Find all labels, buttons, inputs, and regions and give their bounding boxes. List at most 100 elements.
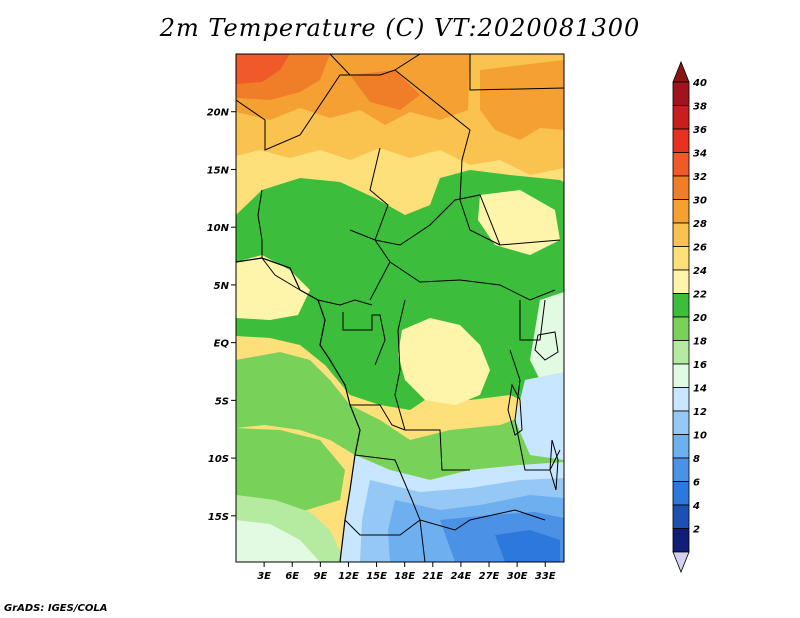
- colorbar-label: 12: [693, 407, 707, 418]
- field-band-24-basin: [398, 318, 490, 405]
- colorbar-swatch: [672, 246, 690, 271]
- lat-tick-label: EQ: [214, 339, 230, 350]
- border-line: [344, 519, 421, 536]
- colorbar-bottom-arrow: [672, 551, 690, 574]
- colorbar-swatch: [672, 316, 690, 341]
- border-line: [389, 261, 556, 301]
- field-band-32: [236, 54, 420, 110]
- border-line: [354, 454, 546, 531]
- lon-tick-label: 18E: [394, 571, 415, 582]
- coastline: [236, 257, 361, 562]
- colorbar-label: 18: [693, 337, 707, 348]
- field-band-24-north: [236, 190, 560, 320]
- colorbar-label: 20: [693, 313, 707, 324]
- colorbar-label: 40: [692, 78, 707, 89]
- colorbar-label: 32: [693, 172, 707, 183]
- colorbar-label: 26: [693, 243, 707, 254]
- colorbar-label: 4: [692, 501, 700, 512]
- lon-tick-label: 27E: [479, 571, 500, 582]
- lon-tick-label: 3E: [257, 571, 271, 582]
- colorbar-label: 38: [693, 102, 707, 113]
- colorbar-swatch: [672, 457, 690, 482]
- colorbar-label: 16: [693, 360, 707, 371]
- lat-tick-label: 10N: [207, 223, 230, 234]
- border-line: [369, 147, 391, 301]
- colorbar-label: 36: [693, 125, 707, 136]
- colorbar-label: 24: [693, 266, 707, 277]
- lon-tick-label: 6E: [285, 571, 299, 582]
- lon-tick-label: 30E: [507, 571, 528, 582]
- border-line: [350, 404, 406, 431]
- colorbar-swatch: [672, 175, 690, 200]
- colorbar-label: 22: [693, 290, 707, 301]
- colorbar-swatch: [672, 363, 690, 388]
- border-line: [469, 54, 564, 91]
- map-frame: [235, 53, 565, 563]
- lake-tanganyika: [507, 383, 523, 436]
- colorbar-label: 14: [693, 384, 707, 395]
- colorbar-top-arrow: [672, 60, 690, 83]
- lon-tick-label: 24E: [451, 571, 472, 582]
- lon-tick-label: 21E: [422, 571, 443, 582]
- colorbar-label: 6: [693, 478, 700, 489]
- colorbar-swatch: [672, 199, 690, 224]
- temperature-field: [236, 54, 564, 562]
- colorbar: 40 38 36 34 32 30 28 26 24 22 20 18 16 14 12 10 8 6 4 2: [672, 60, 707, 574]
- colorbar-swatch: [672, 222, 690, 247]
- lat-tick-label: 5N: [214, 281, 230, 292]
- colorbar-swatch: [672, 410, 690, 435]
- colorbar-swatch: [672, 481, 690, 506]
- longitude-axis: 3E 6E 9E 12E 15E 18E 21E 24E 27E 30E 33E: [257, 562, 556, 582]
- border-line: [519, 299, 546, 341]
- country-borders: [236, 54, 564, 562]
- border-line: [459, 199, 501, 246]
- field-band-20-south: [236, 428, 345, 512]
- lat-tick-label: 10S: [208, 454, 229, 465]
- colorbar-label: 8: [693, 454, 700, 465]
- colorbar-swatch: [672, 152, 690, 177]
- lake-malawi: [549, 439, 559, 491]
- border-line: [342, 312, 386, 366]
- lon-tick-label: 12E: [338, 571, 359, 582]
- colorbar-label: 10: [693, 431, 707, 442]
- border-line: [509, 349, 561, 471]
- colorbar-swatch: [672, 434, 690, 459]
- field-band-34: [236, 54, 290, 84]
- lat-tick-label: 20N: [207, 108, 230, 119]
- colorbar-swatch: [672, 387, 690, 412]
- colorbar-swatch: [672, 293, 690, 318]
- grads-credit: GrADS: IGES/COLA: [4, 603, 108, 614]
- map-title: 2m Temperature (C) VT:2020081300: [159, 14, 641, 42]
- border-line: [329, 54, 351, 76]
- border-line: [394, 299, 470, 471]
- field-band-16-east: [530, 292, 564, 390]
- border-line: [257, 189, 263, 258]
- colorbar-label: 34: [693, 149, 707, 160]
- colorbar-label: 2: [693, 525, 700, 536]
- colorbar-label: 30: [693, 196, 707, 207]
- lat-tick-label: 5S: [215, 396, 229, 407]
- colorbar-swatch: [672, 105, 690, 130]
- lon-tick-label: 15E: [366, 571, 387, 582]
- border-line: [419, 519, 426, 562]
- lon-tick-label: 33E: [535, 571, 556, 582]
- border-line: [349, 194, 561, 246]
- lat-tick-label: 15S: [208, 512, 229, 523]
- colorbar-swatch: [672, 269, 690, 294]
- colorbar-swatch: [672, 504, 690, 529]
- field-band-6: [495, 530, 560, 562]
- field-band-14-east: [515, 372, 564, 460]
- border-line: [236, 69, 471, 201]
- lat-tick-label: 15N: [207, 165, 230, 176]
- lake-victoria: [534, 331, 559, 361]
- latitude-axis: 20N 15N 10N 5N EQ 5S 10S 15S: [207, 108, 236, 523]
- border-line: [394, 54, 421, 71]
- colorbar-label: 28: [693, 219, 707, 230]
- colorbar-swatch: [672, 528, 690, 553]
- field-band-20: [236, 352, 564, 480]
- colorbar-swatch: [672, 128, 690, 153]
- field-band-16: [236, 520, 320, 562]
- colorbar-swatch: [672, 81, 690, 106]
- lon-tick-label: 9E: [313, 571, 327, 582]
